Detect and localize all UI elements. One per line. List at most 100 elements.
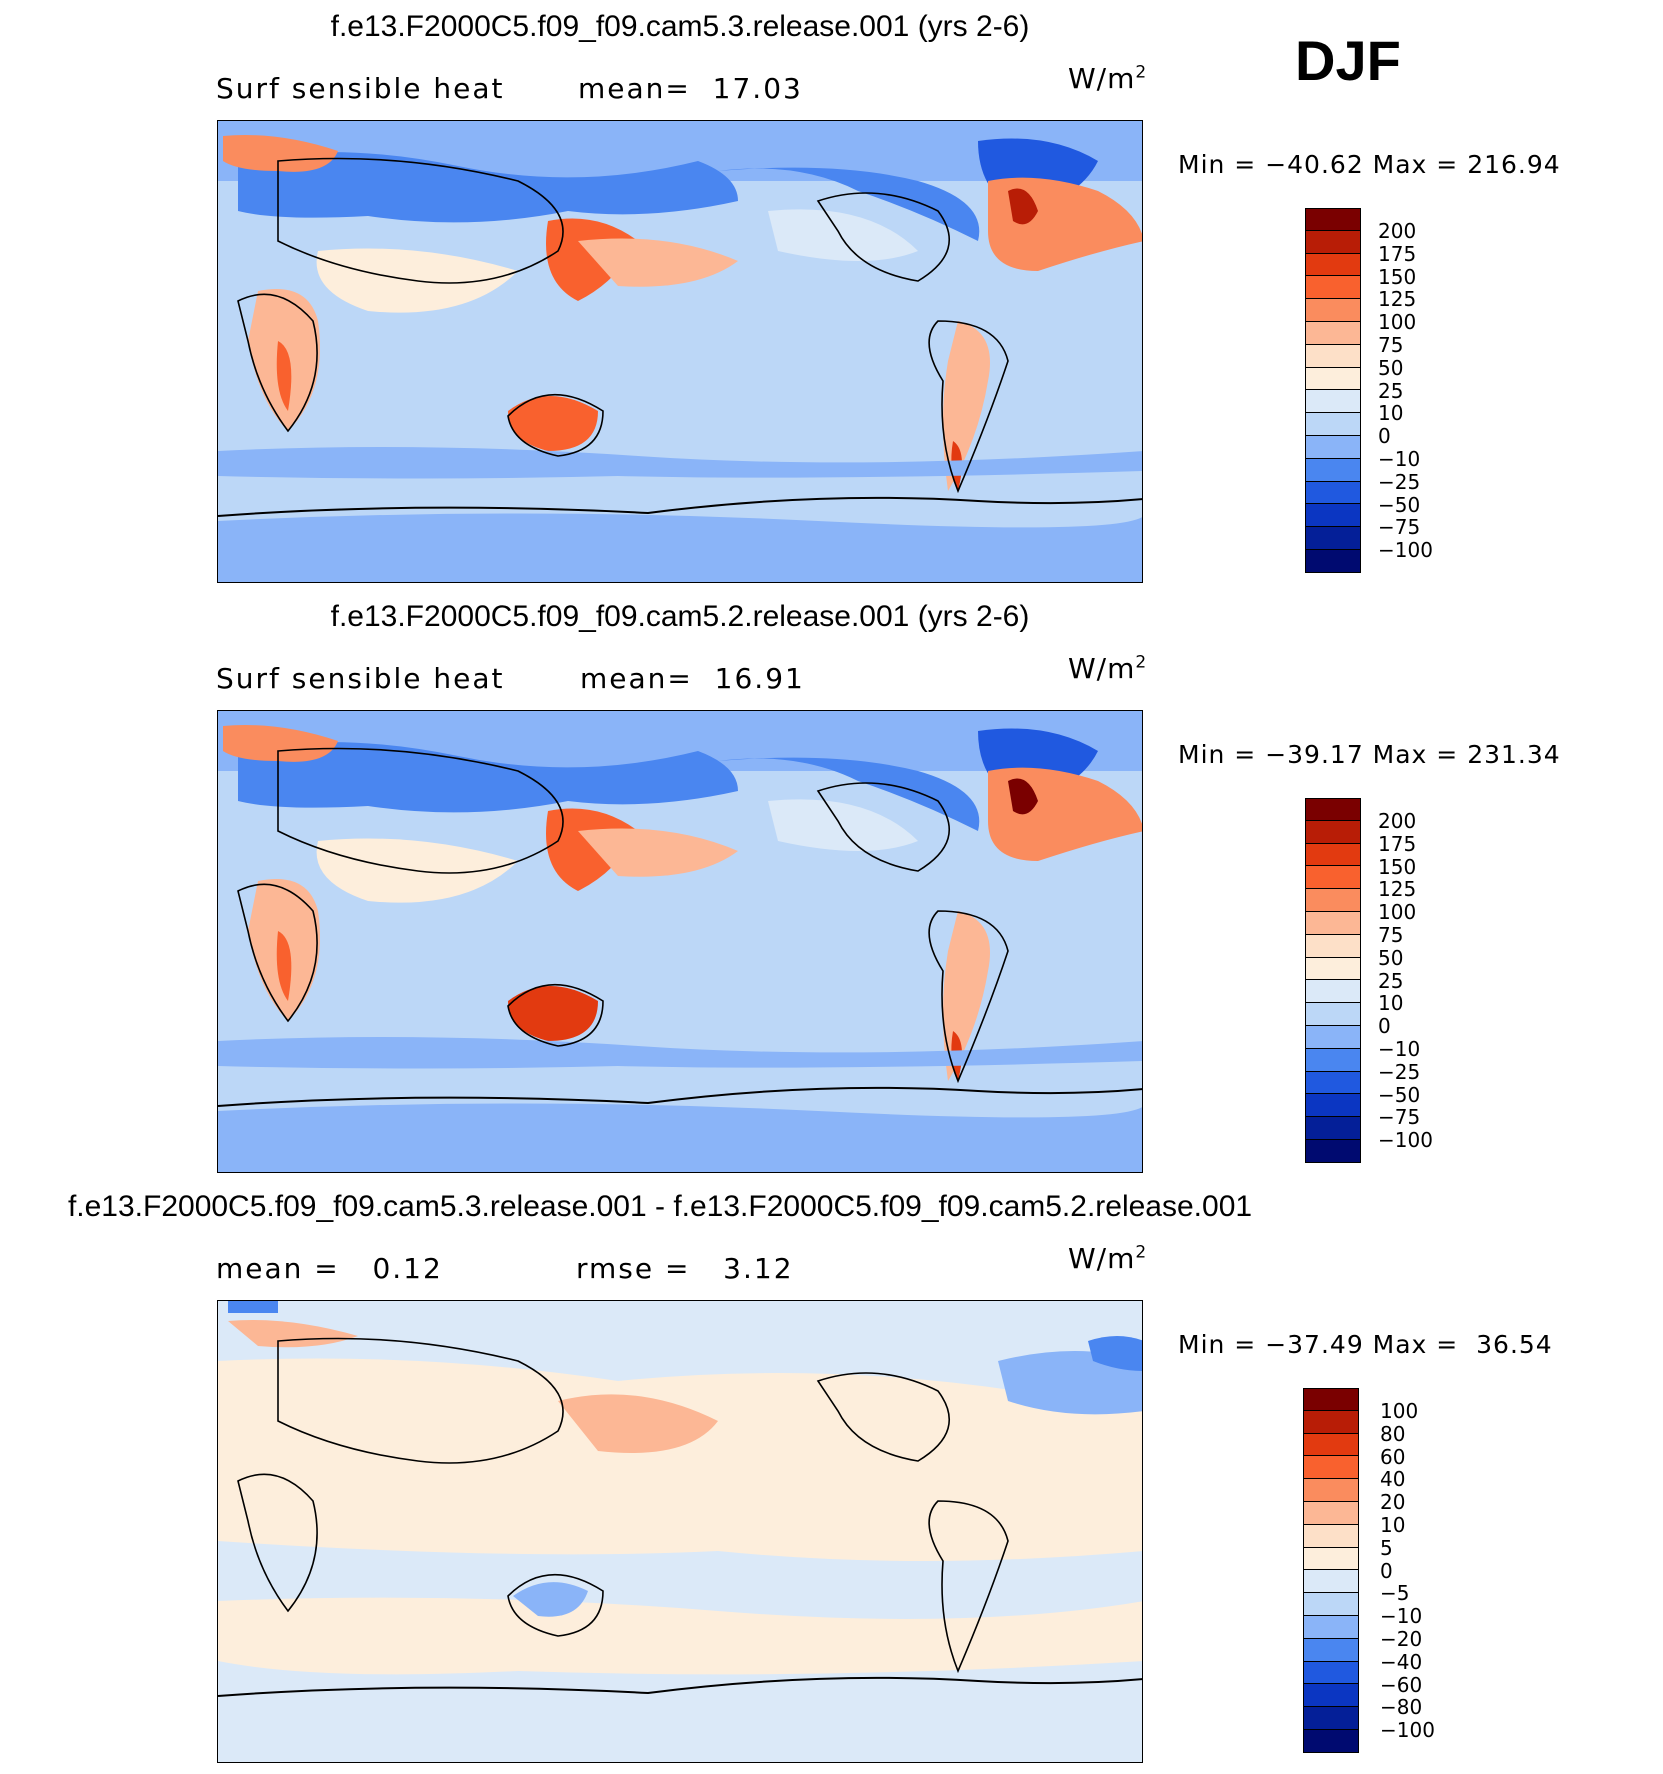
min-max-label: Min = −37.49 Max = 36.54 [1178,1330,1553,1359]
min-max-label: Min = −39.17 Max = 231.34 [1178,740,1561,769]
colorbar-swatch [1305,367,1361,391]
variable-label: Surf sensible heat [216,662,505,695]
colorbar-tick-label: 100 [1380,1399,1419,1423]
colorbar-tick-label: −40 [1380,1649,1423,1674]
colorbar-tick-label: 100 [1378,310,1417,335]
mean-label: mean = 0.12 [216,1252,443,1285]
colorbar-tick-label: 10 [1378,401,1404,426]
colorbar-tick-label: −50 [1378,492,1421,517]
colorbar-swatch [1303,1615,1359,1639]
map-plot [217,120,1143,583]
colorbar-swatch [1303,1638,1359,1662]
colorbar-swatch [1303,1707,1359,1730]
colorbar-swatch [1305,1025,1361,1049]
colorbar-tick-label: 150 [1378,854,1417,879]
colorbar-tick-label: −10 [1380,1604,1423,1629]
colorbar-tick-label: −25 [1378,1059,1421,1084]
colorbar-tick-label: 25 [1378,968,1404,993]
colorbar-swatch [1303,1684,1359,1708]
colorbar-swatch [1305,911,1361,935]
colorbar-tick-label: 25 [1378,378,1404,403]
colorbar-swatch [1305,253,1361,277]
colorbar-swatch [1305,843,1361,867]
colorbar-labels: 200 175 150 125 100 75 50 25 10 0 −10 −25 −50 −75 −100 [1378,220,1433,562]
season-label: DJF [1295,29,1401,92]
colorbar-tick-label: −25 [1378,469,1421,494]
panel-difference: f.e13.F2000C5.f09_f09.cam5.3.release.001… [0,1180,1663,1770]
units-label: W/m2 [1068,652,1148,685]
colorbar-tick-label: 0 [1380,1558,1393,1583]
colorbar-swatch [1305,798,1361,821]
panel-title: f.e13.F2000C5.f09_f09.cam5.3.release.001… [67,1190,1253,1223]
colorbar-tick-label: −50 [1378,1082,1421,1107]
colorbar-tick-label: 175 [1378,831,1417,856]
colorbar-tick-label: −80 [1380,1695,1423,1720]
colorbar-swatch [1305,527,1361,550]
min-max-label: Min = −40.62 Max = 216.94 [1178,150,1561,179]
colorbar-swatch [1305,390,1361,414]
panel-title: f.e13.F2000C5.f09_f09.cam5.2.release.001… [330,600,1030,633]
colorbar-tick-label: 175 [1378,241,1417,266]
colorbar-tick-label: −75 [1378,515,1421,540]
colorbar-tick-label: 75 [1378,332,1404,357]
colorbar-swatch [1303,1388,1359,1411]
colorbar-tick-label: 10 [1380,1512,1406,1537]
colorbar-swatch [1305,1048,1361,1072]
colorbar-tick-label: 100 [1378,900,1417,925]
colorbar-tick-label: 60 [1380,1444,1406,1469]
colorbar-swatch [1303,1593,1359,1616]
colorbar-tick-label: 200 [1378,809,1417,833]
colorbar-swatch [1303,1479,1359,1502]
colorbar-tick-label: −10 [1378,1036,1421,1061]
colorbar-swatch [1305,934,1361,958]
colorbar-tick-label: −75 [1378,1105,1421,1130]
rmse-label: rmse = 3.12 [576,1252,794,1285]
colorbar-swatch [1303,1524,1359,1548]
colorbar-tick-label: −60 [1380,1672,1423,1697]
colorbar-tick-label: 0 [1378,424,1391,449]
colorbar-swatch [1305,208,1361,231]
map-plot [217,710,1143,1173]
colorbar-swatch [1303,1410,1359,1434]
colorbar-swatch [1303,1501,1359,1525]
colorbar-swatch [1305,1094,1361,1118]
colorbar-tick-label: −5 [1380,1581,1410,1606]
colorbar-swatch [1305,1117,1361,1140]
colorbar-tick-label: −100 [1380,1718,1435,1743]
units-label: W/m2 [1068,1242,1148,1275]
colorbar-tick-label: 10 [1378,991,1404,1016]
colorbar-swatch [1305,1139,1361,1163]
colorbar-tick-label: 40 [1380,1467,1406,1492]
colorbar-tick-label: 80 [1380,1421,1406,1446]
colorbar-swatch [1305,820,1361,844]
mean-label: mean= 17.03 [578,72,803,105]
colorbar-swatch [1305,344,1361,368]
colorbar-swatch [1303,1547,1359,1571]
colorbar-swatch [1305,504,1361,528]
map-plot [217,1300,1143,1763]
colorbar-tick-label: 125 [1378,877,1417,902]
colorbar [1305,208,1361,573]
panel-title: f.e13.F2000C5.f09_f09.cam5.3.release.001… [330,10,1030,43]
colorbar-swatch [1305,481,1361,505]
colorbar-tick-label: 5 [1380,1535,1393,1560]
colorbar-swatch [1305,866,1361,890]
colorbar-tick-label: 200 [1378,219,1417,243]
colorbar-swatch [1303,1456,1359,1480]
colorbar-tick-label: −10 [1378,446,1421,471]
colorbar-tick-label: 75 [1378,922,1404,947]
colorbar-swatch [1305,276,1361,300]
colorbar-tick-label: 50 [1378,945,1404,970]
colorbar-tick-label: 50 [1378,355,1404,380]
colorbar-swatch [1303,1729,1359,1753]
colorbar-tick-label: 20 [1380,1490,1406,1515]
colorbar-labels: 200 175 150 125 100 75 50 25 10 0 −10 −25 −50 −75 −100 [1378,810,1433,1152]
colorbar-labels: 100 80 60 40 20 10 5 0 −5 −10 −20 −40 −60 −80 −100 [1380,1400,1435,1742]
colorbar-tick-label: 0 [1378,1014,1391,1039]
colorbar [1305,798,1361,1163]
panel-cam52: f.e13.F2000C5.f09_f09.cam5.2.release.001… [0,590,1663,1180]
colorbar-swatch [1303,1661,1359,1685]
colorbar-swatch [1303,1433,1359,1457]
colorbar-tick-label: −100 [1378,538,1433,563]
colorbar-swatch [1303,1570,1359,1594]
